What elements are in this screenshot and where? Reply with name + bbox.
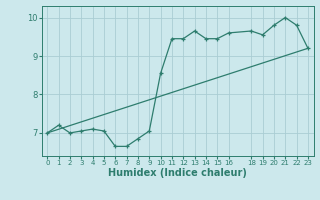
X-axis label: Humidex (Indice chaleur): Humidex (Indice chaleur) xyxy=(108,168,247,178)
